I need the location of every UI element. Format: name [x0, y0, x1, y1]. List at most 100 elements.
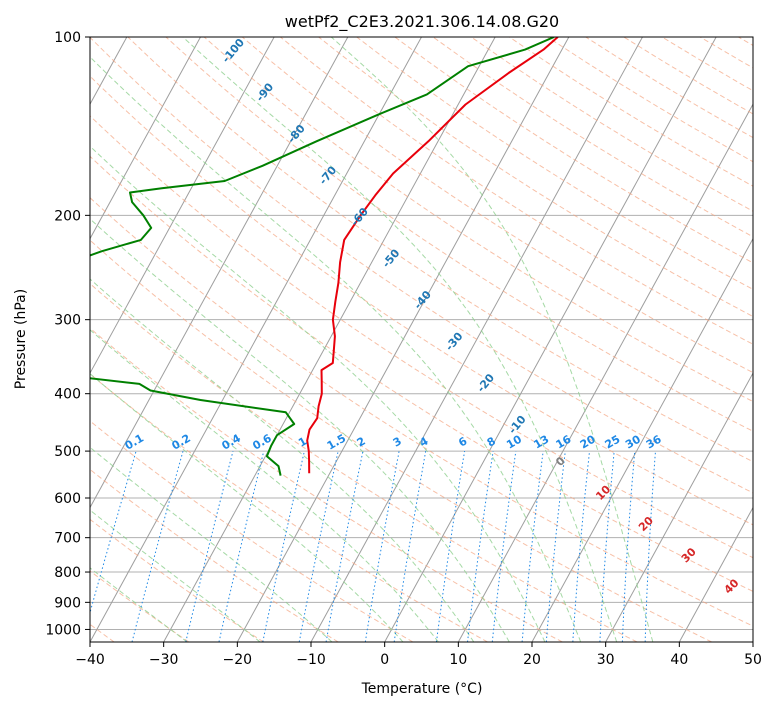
- dry-adiabat-line: [241, 37, 753, 374]
- mixing-ratio-label: 3: [391, 435, 404, 450]
- dry-adiabat-line: [585, 37, 753, 139]
- y-tick-label: 400: [54, 387, 81, 403]
- dewpoint-profile-line: [90, 37, 555, 476]
- moist-adiabat-line: [90, 218, 510, 642]
- y-tick-label: 100: [54, 30, 81, 46]
- x-tick-label: −10: [296, 652, 326, 668]
- mixing-ratio-label: 4: [417, 434, 430, 449]
- moist-adiabat-lines: [90, 37, 654, 642]
- moist-adiabat-line: [90, 145, 546, 642]
- isotherm-line: [605, 372, 753, 642]
- dry-adiabat-line: [280, 37, 753, 345]
- mixing-ratio-label: 13: [532, 433, 552, 452]
- mixing-ratio-line: [218, 450, 265, 642]
- plot-area: 0.1 0.2 0.4 0.6 1 1.5 2 3 4 6 8 10 13 16 20 25 30 36-100-…: [90, 36, 753, 642]
- isotherm-line: [384, 37, 717, 642]
- moist-adiabat-line: [90, 329, 439, 642]
- dry-adiabat-line: [127, 37, 753, 463]
- moist-adiabat-line: [90, 373, 404, 642]
- mixing-ratio-label: 0.2: [170, 432, 193, 453]
- mixing-ratio-line: [435, 451, 466, 642]
- x-tick-label: −40: [75, 652, 105, 668]
- plot-frame: [89, 36, 754, 643]
- dry-adiabat-line: [90, 155, 753, 592]
- dry-adiabat-line: [90, 239, 712, 642]
- x-tick-label: 10: [449, 652, 467, 668]
- dry-adiabat-line: [356, 37, 753, 290]
- mixing-ratio-line: [621, 451, 636, 642]
- moist-adiabat-label: -50: [380, 246, 403, 270]
- mixing-ratio-line: [467, 451, 494, 642]
- mixing-ratio-line: [298, 450, 339, 642]
- mixing-ratio-line: [491, 451, 517, 642]
- dry-adiabat-label: 20: [636, 514, 656, 534]
- isotherm-lines: [90, 37, 753, 642]
- dry-adiabat-line: [90, 373, 488, 642]
- y-tick-label: 500: [54, 444, 81, 460]
- moist-adiabat-label: -90: [253, 80, 276, 104]
- adiabat-labels: 0.1 0.2 0.4 0.6 1 1.5 2 3 4 6 8 10 13 16 20 25 30 36-100-…: [123, 36, 742, 597]
- sounding-profiles: [90, 37, 559, 476]
- x-tick-label: 30: [597, 652, 615, 668]
- dry-adiabat-line: [90, 197, 753, 627]
- temperature-profile-line: [306, 37, 559, 474]
- x-axis-label: Temperature (°C): [361, 681, 483, 697]
- x-tick-label: 50: [744, 652, 762, 668]
- isotherm-line: [90, 37, 201, 240]
- mixing-ratio-line: [262, 450, 305, 642]
- dry-adiabat-line: [699, 37, 753, 69]
- dry-adiabat-line: [90, 327, 563, 642]
- pressure-gridlines: [90, 37, 753, 630]
- moist-adiabat-line: [330, 37, 654, 642]
- y-tick-label: 1000: [45, 622, 81, 638]
- y-tick-label: 600: [54, 491, 81, 507]
- moist-adiabat-line: [90, 446, 333, 642]
- mixing-ratio-line: [521, 451, 544, 642]
- mixing-ratio-line: [572, 451, 590, 642]
- chart-title: wetPf2_C2E3.2021.306.14.08.G20: [285, 12, 559, 32]
- mixing-ratio-lines: [90, 450, 656, 642]
- dry-adiabat-line: [90, 468, 339, 642]
- moist-adiabat-label: -30: [443, 330, 466, 354]
- moist-adiabat-line: [90, 56, 582, 642]
- moist-adiabat-label: -20: [474, 371, 497, 395]
- moist-adiabat-line: [90, 509, 261, 642]
- moist-adiabat-line: [182, 37, 618, 642]
- dry-adiabat-line: [90, 420, 414, 642]
- isotherm-line: [678, 506, 753, 642]
- dry-adiabat-label: 30: [679, 545, 699, 565]
- isotherm-line: [90, 37, 275, 375]
- y-tick-label: 700: [54, 531, 81, 547]
- dry-adiabat-line: [90, 570, 190, 642]
- mixing-ratio-label: 25: [603, 433, 623, 452]
- dry-adiabat-line: [661, 37, 753, 92]
- y-tick-label: 900: [54, 595, 81, 611]
- moist-adiabat-label: -100: [219, 36, 247, 66]
- isotherm-line: [163, 37, 496, 642]
- dry-adiabat-line: [90, 282, 638, 642]
- mixing-ratio-line: [545, 451, 566, 642]
- isotherm-line: [531, 237, 753, 642]
- moist-adiabat-label: -10: [506, 413, 529, 437]
- mixing-ratio-label: 6: [456, 434, 469, 449]
- x-tick-label: −20: [223, 652, 253, 668]
- x-tick-label: −30: [149, 652, 179, 668]
- dry-adiabat-line: [90, 37, 753, 494]
- mixing-ratio-line: [185, 450, 234, 642]
- moist-adiabat-label: -70: [317, 163, 340, 187]
- isotherm-line: [752, 640, 753, 642]
- mixing-ratio-label: 16: [554, 432, 574, 451]
- x-tick-label: 20: [523, 652, 541, 668]
- x-tick-label: 40: [670, 652, 688, 668]
- mixing-ratio-label: 0.4: [220, 431, 244, 452]
- isotherm-line: [457, 103, 753, 642]
- dry-adiabat-line: [90, 115, 753, 559]
- mixing-ratio-label: 36: [644, 432, 664, 451]
- y-axis-ticks: 100 200 300 400 500 600 700 800 900 1000: [45, 30, 90, 638]
- dry-adiabat-line: [623, 37, 753, 115]
- mixing-ratio-label: 30: [623, 432, 643, 451]
- isotherm-line: [90, 37, 422, 642]
- y-tick-label: 300: [54, 313, 81, 329]
- isotherm-line: [90, 37, 349, 509]
